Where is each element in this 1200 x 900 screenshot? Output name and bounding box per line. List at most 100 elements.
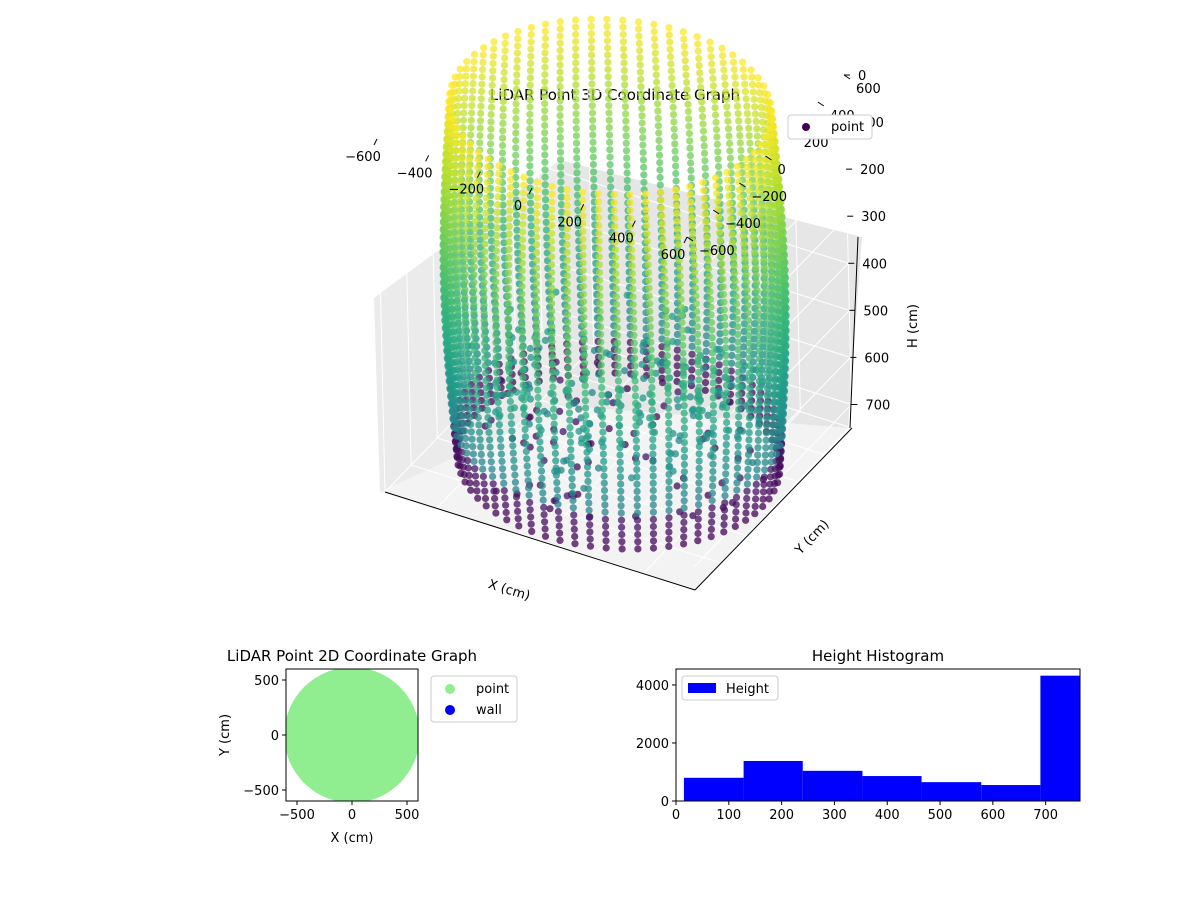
point-272	[605, 94, 613, 103]
point-1848	[466, 148, 474, 156]
point-1446	[753, 125, 761, 133]
point-3283	[649, 428, 657, 436]
point-2995	[721, 313, 729, 321]
point-2488	[518, 336, 526, 344]
point-1615	[447, 261, 456, 269]
point-2326	[510, 464, 518, 472]
point-2207	[493, 208, 501, 216]
x3d-tick-label-4: 200	[557, 215, 582, 230]
point-3177	[665, 506, 673, 515]
point-1817	[454, 307, 462, 315]
point-1930	[461, 301, 469, 309]
point-812	[681, 57, 689, 65]
point-1854	[472, 479, 480, 488]
point-63	[556, 104, 564, 112]
point-3306	[647, 353, 655, 361]
point-181	[513, 219, 521, 227]
point-3248	[649, 457, 657, 466]
point-2589	[764, 355, 772, 363]
point-2518	[753, 172, 761, 180]
point-3277	[649, 436, 657, 444]
z3d-tick-label-2: 200	[860, 163, 885, 178]
point-571	[476, 139, 484, 147]
point-2683	[755, 377, 764, 385]
point-3142	[628, 262, 636, 270]
point-3044	[634, 530, 642, 539]
point-1243	[731, 73, 739, 81]
point-3094	[680, 526, 688, 534]
point-2840	[579, 259, 587, 267]
point-3101	[706, 295, 715, 303]
point-664	[670, 132, 679, 141]
point-2244	[495, 413, 503, 421]
point-3055	[671, 186, 680, 194]
point-918	[695, 54, 703, 63]
point-683	[669, 96, 677, 104]
point-2941	[722, 462, 730, 471]
point-2428	[762, 195, 770, 203]
point-3245	[694, 338, 702, 346]
point-2653	[750, 241, 758, 249]
point-2543	[537, 467, 546, 475]
point-49	[556, 119, 564, 127]
point-2799	[745, 354, 754, 362]
point-28	[573, 161, 581, 169]
point-1478	[446, 107, 454, 115]
point-3281	[678, 311, 686, 319]
point-1984	[472, 202, 480, 210]
point-2614	[751, 502, 759, 510]
point-3005	[721, 329, 729, 337]
point-2528	[761, 466, 769, 474]
point-2691	[755, 362, 764, 370]
point-3254	[661, 275, 669, 283]
xh-tick-label-0: 0	[672, 808, 680, 823]
point-1734	[465, 471, 473, 479]
point-2495	[770, 316, 778, 325]
point-2849	[730, 254, 738, 262]
point-2379	[775, 293, 783, 301]
point-2726	[563, 225, 571, 233]
point-455	[639, 134, 647, 142]
point-3270	[677, 295, 685, 303]
point-1863	[471, 465, 479, 473]
point-3318	[648, 376, 656, 384]
point-2504	[534, 178, 542, 186]
point-2712	[571, 532, 579, 541]
point-2813	[732, 508, 740, 516]
point-4	[558, 208, 566, 216]
point-581	[654, 100, 662, 108]
point-50	[572, 132, 581, 140]
point-3218	[649, 472, 657, 480]
point-122	[589, 124, 597, 132]
point-374	[603, 29, 611, 38]
point-3212	[695, 428, 703, 436]
point-2928	[595, 245, 603, 253]
point-2721	[743, 494, 751, 503]
point-3204	[632, 444, 641, 452]
point-3300	[680, 402, 688, 410]
point-2943	[707, 533, 715, 541]
point-57	[541, 129, 549, 137]
point-499	[636, 68, 645, 76]
point-2305	[513, 500, 521, 508]
point-2237	[492, 262, 500, 270]
point-718	[666, 38, 674, 46]
point-3036	[611, 254, 620, 262]
point-2357	[504, 292, 512, 300]
point-2580	[534, 401, 542, 409]
point-3160	[709, 364, 717, 372]
point-3014	[598, 391, 606, 399]
point-1471	[748, 80, 757, 89]
point-2720	[570, 518, 578, 526]
point-1758	[461, 427, 469, 435]
point-2719	[735, 186, 744, 194]
point-72	[590, 183, 598, 191]
point-1255	[729, 51, 737, 59]
point-11	[556, 148, 565, 156]
point-3100	[613, 308, 621, 316]
point-2513	[533, 194, 542, 202]
point-2464	[770, 384, 778, 392]
point-1772	[454, 224, 462, 232]
point-106	[541, 100, 549, 108]
point-3327	[664, 389, 672, 397]
